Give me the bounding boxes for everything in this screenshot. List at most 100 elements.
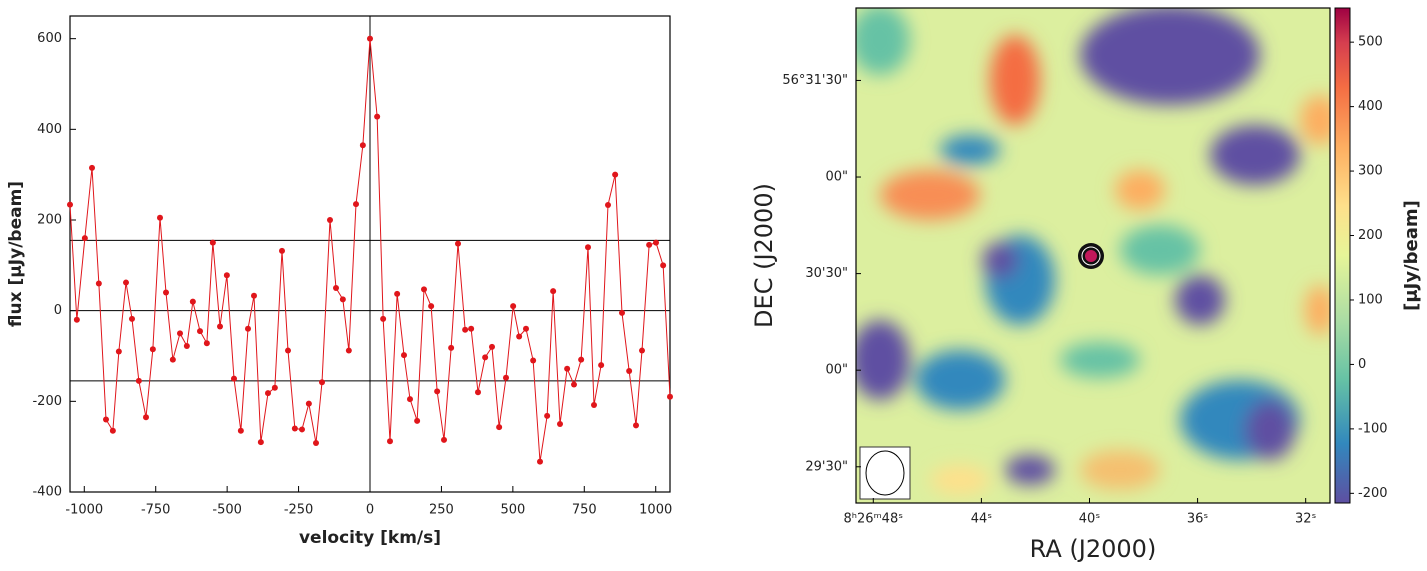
data-point [598,362,605,369]
data-point [496,424,503,431]
data-point [510,303,517,310]
data-point [73,316,80,323]
colorbar-tick-label: 100 [1358,292,1383,307]
data-point [619,309,625,316]
data-point [639,347,645,354]
data-point [115,348,122,355]
data-point [489,343,495,350]
map-image [856,8,1330,503]
data-point [550,288,557,295]
x-tick-label: 8ʰ26ᵐ48ˢ [844,512,904,527]
y-tick-label: 0 [54,303,62,318]
data-point [217,323,223,330]
data-point [89,164,95,171]
colorbar [1334,7,1351,504]
data-point [585,244,591,251]
x-tick-label: 1000 [639,503,672,518]
colorbar-tick-label: -200 [1358,486,1388,501]
data-point [591,401,597,408]
data-point [359,142,366,149]
data-point [197,328,203,335]
y-tick-label: -200 [32,394,62,409]
y-axis-label: DEC (J2000) [750,183,778,328]
data-point [646,241,653,248]
x-tick-label: -500 [212,503,242,518]
data-point [537,458,543,465]
data-point [251,292,257,299]
y-tick-label: 600 [37,31,62,46]
data-point [333,285,339,291]
data-point [380,315,387,322]
x-tick-label: 750 [572,503,597,518]
x-axis-label: velocity [km/s] [299,528,441,548]
data-point [123,279,129,286]
x-axis-label: RA (J2000) [1030,535,1157,563]
data-point [129,315,135,322]
data-point [209,239,216,246]
colorbar-tick-label: 0 [1358,357,1366,372]
data-point [183,343,190,350]
x-tick-label: -250 [284,503,314,518]
data-point [407,396,413,403]
data-point [67,201,73,208]
data-point [189,298,196,305]
data-point [605,202,611,209]
x-tick-label: 44ˢ [971,512,993,527]
data-point [530,357,537,364]
data-point [394,290,401,297]
x-tick-label: 0 [366,503,374,518]
data-point [279,247,285,254]
x-tick-label: 40ˢ [1079,512,1101,527]
data-point [265,390,271,397]
data-point [626,367,633,374]
data-point [143,414,149,421]
y-tick-label: 29'30" [805,459,848,474]
colorbar-tick-label: 200 [1358,228,1383,243]
data-point [353,201,359,208]
x-tick-label: 250 [429,503,454,518]
data-point [421,286,427,293]
data-point [455,240,461,247]
data-point [95,280,102,287]
data-point [653,239,659,246]
data-point [223,272,230,279]
x-tick-label: 36ˢ [1187,512,1209,527]
data-point [468,325,475,332]
data-point [367,35,373,42]
data-point [428,303,435,310]
data-point [203,340,210,347]
data-point [339,296,346,303]
data-point [482,354,489,361]
data-point [103,416,109,423]
data-point [557,421,563,427]
data-point [257,439,264,446]
data-point [401,352,407,359]
beam-box [859,446,911,500]
y-tick-label: 00" [825,363,848,378]
data-point [462,326,469,333]
data-point [299,426,305,433]
data-point [157,214,163,221]
colorbar-tick-label: 400 [1358,99,1383,114]
data-point [313,440,319,447]
x-tick-label: -750 [141,503,171,518]
data-point [81,235,88,242]
data-point [237,427,244,434]
y-tick-label: 00" [825,170,848,185]
data-point [448,344,455,351]
beam [865,450,905,496]
colorbar-tick-label: 500 [1358,35,1383,50]
data-point [578,356,585,363]
y-tick-label: 30'30" [805,266,848,281]
y-tick-label: 200 [37,213,62,228]
data-point [305,400,312,407]
data-point [135,377,142,384]
colorbar-label: [μJy/beam] [1401,200,1422,311]
data-point [571,381,577,388]
x-tick-label: 32ˢ [1295,512,1317,527]
data-point [544,412,551,419]
data-point [387,438,393,445]
data-point [516,333,523,340]
